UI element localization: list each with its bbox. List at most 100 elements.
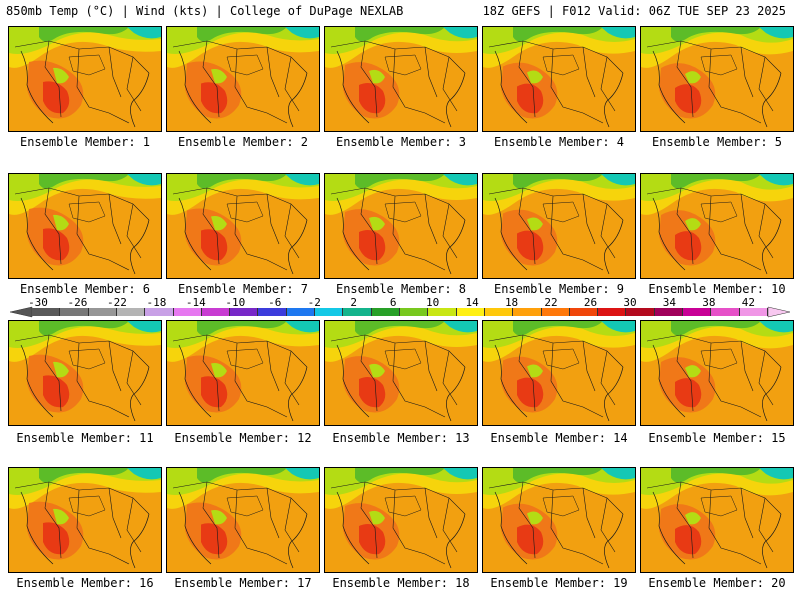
colorbar-tick-label: 26 [583, 296, 598, 309]
map-shape [285, 468, 319, 480]
map-shape [172, 481, 308, 565]
map-shape [671, 174, 761, 189]
map-shape [359, 524, 386, 555]
map-shape [226, 54, 264, 76]
ensemble-map-panel[interactable] [8, 173, 162, 279]
map-shape [646, 187, 782, 271]
map-shape [646, 40, 782, 124]
map-shape [527, 217, 543, 231]
colorbar-swatch [569, 308, 599, 316]
ensemble-map-panel[interactable] [482, 467, 636, 573]
map-shape [513, 468, 603, 483]
colorbar-swatch [626, 308, 655, 316]
map-shape [14, 334, 150, 418]
colorbar-tick-label: 42 [741, 296, 755, 309]
ensemble-map-panel[interactable] [166, 467, 320, 573]
ensemble-map-panel[interactable] [640, 26, 794, 132]
map-shape [178, 344, 308, 422]
temperature-colorbar: -30 -26 -22 -18 -14 -10 -6 -2 2 6 10 14 18 22 26 30 34 38… [9, 296, 791, 320]
map-shape [211, 69, 227, 84]
ensemble-member-label: Ensemble Member: 15 [648, 431, 786, 445]
map-shape [68, 495, 106, 517]
ensemble-member-label: Ensemble Member: 1 [19, 135, 151, 149]
map-shape [359, 377, 386, 408]
map-shape [671, 321, 761, 336]
colorbar-swatch [145, 308, 174, 316]
map-shape [53, 67, 69, 84]
ensemble-map-panel[interactable] [482, 26, 636, 132]
map-shape [542, 54, 580, 76]
ensemble-map-panel[interactable] [166, 173, 320, 279]
ensemble-map-panel[interactable] [324, 320, 478, 426]
colorbar-swatch [32, 308, 61, 316]
ensemble-map-panel[interactable] [166, 320, 320, 426]
map-image [9, 27, 161, 131]
ensemble-map-panel[interactable] [8, 320, 162, 426]
ensemble-map-panel[interactable] [324, 26, 478, 132]
map-shape [197, 321, 287, 336]
colorbar-tick-label: -6 [268, 296, 282, 309]
ensemble-member-label: Ensemble Member: 12 [174, 431, 312, 445]
colorbar-swatch [400, 308, 429, 316]
colorbar-swatch [343, 308, 372, 316]
map-shape [671, 27, 761, 42]
ensemble-map-panel[interactable] [640, 467, 794, 573]
map-shape [443, 468, 477, 480]
map-shape [359, 83, 386, 114]
map-shape [359, 230, 386, 261]
map-shape [685, 218, 701, 231]
map-shape [601, 468, 635, 480]
map-shape [53, 508, 69, 525]
map-shape [285, 27, 319, 39]
map-shape [685, 71, 701, 84]
map-shape [759, 321, 793, 333]
map-image [325, 321, 477, 425]
colorbar-end-arrow [767, 306, 791, 318]
map-image [641, 321, 793, 425]
map-image [641, 27, 793, 131]
map-shape [601, 27, 635, 39]
map-image [483, 321, 635, 425]
colorbar-tick-label: 18 [504, 296, 519, 309]
map-shape [759, 27, 793, 39]
map-shape [211, 363, 227, 378]
map-shape [542, 201, 580, 223]
ensemble-map-panel[interactable] [324, 173, 478, 279]
colorbar-swatch [683, 308, 712, 316]
ensemble-map-panel[interactable] [482, 320, 636, 426]
map-shape [53, 214, 69, 231]
ensemble-map-panel[interactable] [640, 320, 794, 426]
ensemble-map-panel[interactable] [640, 173, 794, 279]
map-shape [488, 187, 624, 271]
ensemble-map-panel[interactable] [166, 26, 320, 132]
colorbar-swatch [654, 308, 684, 316]
map-shape [226, 495, 264, 517]
map-shape [127, 468, 161, 480]
map-shape [68, 201, 106, 223]
map-shape [513, 321, 603, 336]
map-shape [39, 321, 129, 336]
map-shape [178, 197, 308, 275]
map-shape [675, 525, 702, 555]
ensemble-member-label: Ensemble Member: 6 [19, 282, 151, 296]
ensemble-map-panel[interactable] [8, 467, 162, 573]
ensemble-map-panel[interactable] [324, 467, 478, 573]
map-shape [542, 348, 580, 370]
ensemble-member-label: Ensemble Member: 16 [16, 576, 154, 590]
map-shape [330, 481, 466, 565]
map-shape [20, 50, 150, 128]
map-shape [443, 321, 477, 333]
map-shape [517, 83, 544, 114]
map-shape [127, 321, 161, 333]
colorbar-swatch [428, 308, 457, 316]
map-shape [443, 27, 477, 39]
ensemble-map-panel[interactable] [8, 26, 162, 132]
map-shape [201, 82, 228, 114]
ensemble-map-panel[interactable] [482, 173, 636, 279]
map-shape [517, 230, 544, 261]
map-shape [700, 201, 738, 223]
map-shape [675, 378, 702, 408]
colorbar-swatch [315, 308, 344, 316]
colorbar-tick-label: 30 [623, 296, 637, 309]
map-shape [20, 491, 150, 569]
